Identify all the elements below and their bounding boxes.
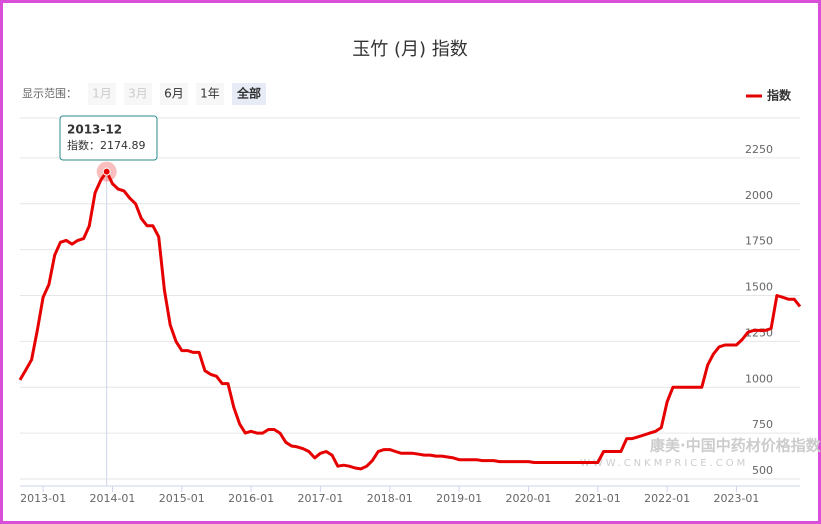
y-tick-label: 2250 [745, 143, 773, 156]
tooltip-series: 指数 [67, 138, 89, 152]
x-tick-label: 2014-01 [89, 492, 135, 505]
watermark: 康美·中国中药材价格指数 [650, 437, 821, 455]
range-button[interactable] [160, 83, 188, 105]
range-button[interactable] [196, 83, 224, 105]
range-button[interactable] [88, 83, 116, 105]
data-line [18, 170, 802, 471]
range-button-label[interactable]: 全部 [236, 86, 261, 101]
range-button[interactable] [232, 83, 266, 105]
tooltip-value: 指数：2174.89 [67, 138, 146, 152]
x-tick-label: 2021-01 [575, 492, 621, 505]
x-tick-label: 2018-01 [367, 492, 413, 505]
hover-marker [102, 167, 111, 176]
x-tick-label: 2016-01 [228, 492, 274, 505]
y-tick-label: 1750 [745, 235, 773, 248]
range-button-label[interactable]: 6月 [164, 87, 184, 101]
y-tick-label: 2000 [745, 189, 773, 202]
x-tick-label: 2023-01 [713, 492, 759, 505]
x-tick-label: 2015-01 [159, 492, 205, 505]
range-button-label[interactable]: 1年 [200, 87, 220, 101]
range-button[interactable] [124, 83, 152, 105]
x-tick-label: 2022-01 [644, 492, 690, 505]
tooltip-number: 2174.89 [100, 139, 146, 152]
x-tick-label: 2020-01 [505, 492, 551, 505]
x-tick-label: 2019-01 [436, 492, 482, 505]
y-tick-label: 750 [752, 418, 773, 431]
y-tick-label: 1500 [745, 281, 773, 294]
tooltip-separator: ： [89, 139, 100, 152]
watermark: WWW.CNKMPRICE.COM [580, 458, 748, 469]
x-tick-label: 2017-01 [297, 492, 343, 505]
range-label: 显示范围： [22, 86, 77, 100]
y-tick-label: 1000 [745, 372, 773, 385]
chart-title: 玉竹 (月) 指数 [352, 39, 468, 60]
tooltip-title: 2013-12 [67, 123, 122, 137]
legend-label: 指数 [767, 88, 792, 103]
y-tick-label: 500 [752, 464, 773, 477]
x-tick-label: 2013-01 [20, 492, 66, 505]
tooltip-box [59, 115, 158, 161]
range-button-label[interactable]: 1月 [92, 87, 112, 101]
range-button-label[interactable]: 3月 [128, 87, 148, 101]
